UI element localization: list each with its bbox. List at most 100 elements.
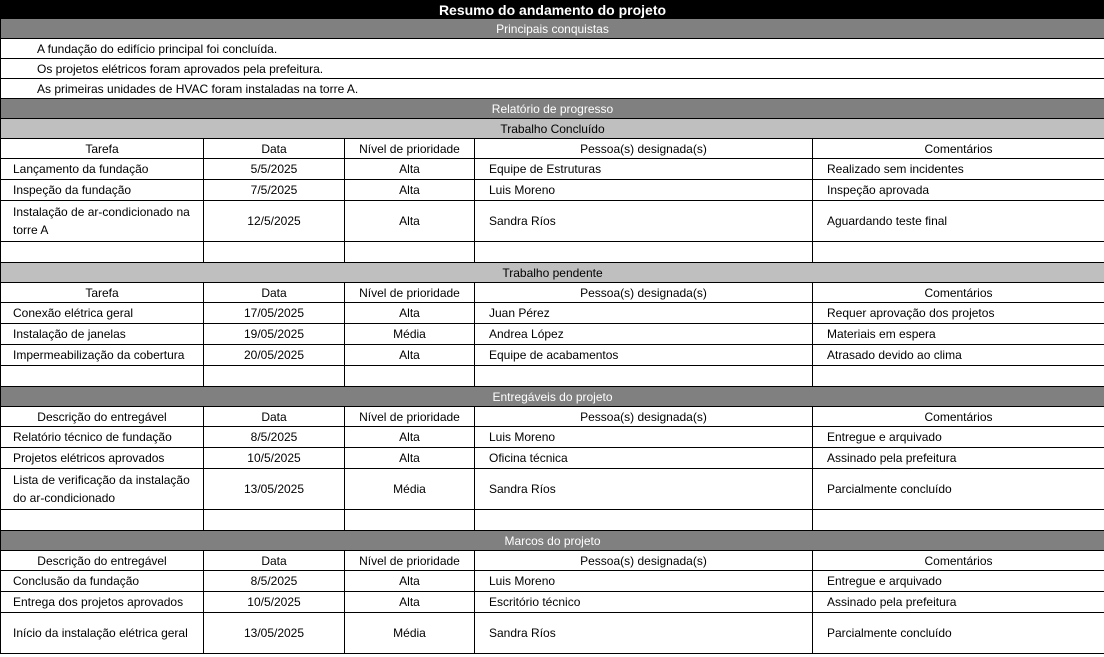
section-heading[interactable]: Entregáveis do projeto — [0, 386, 1104, 407]
cell-comments[interactable]: Assinado pela prefeitura — [812, 591, 1104, 613]
cell-priority[interactable] — [344, 241, 475, 263]
cell-date[interactable]: 10/5/2025 — [203, 591, 345, 613]
cell-date[interactable]: 8/5/2025 — [203, 570, 345, 592]
cell-task[interactable]: Conexão elétrica geral — [0, 302, 204, 324]
column-header-priority[interactable]: Nível de prioridade — [344, 406, 475, 427]
cell-date[interactable]: 10/5/2025 — [203, 447, 345, 469]
cell-assignee[interactable]: Oficina técnica — [474, 447, 813, 469]
cell-task[interactable] — [0, 241, 204, 263]
column-header-task[interactable]: Descrição do entregável — [0, 406, 204, 427]
progress-heading[interactable]: Relatório de progresso — [0, 98, 1104, 119]
cell-assignee[interactable]: Equipe de Estruturas — [474, 158, 813, 180]
cell-comments[interactable]: Parcialmente concluído — [812, 612, 1104, 654]
achievement-item[interactable]: A fundação do edifício principal foi con… — [0, 38, 1104, 59]
cell-comments[interactable]: Materiais em espera — [812, 323, 1104, 345]
cell-comments[interactable]: Parcialmente concluído — [812, 468, 1104, 510]
cell-priority[interactable] — [344, 365, 475, 387]
cell-assignee[interactable] — [474, 509, 813, 531]
cell-assignee[interactable]: Escritório técnico — [474, 591, 813, 613]
cell-assignee[interactable]: Sandra Ríos — [474, 468, 813, 510]
column-header-task[interactable]: Descrição do entregável — [0, 550, 204, 571]
cell-task[interactable]: Instalação de ar-condicionado na torre A — [0, 200, 204, 242]
cell-comments[interactable]: Aguardando teste final — [812, 200, 1104, 242]
cell-assignee[interactable]: Luis Moreno — [474, 570, 813, 592]
page-title[interactable]: Resumo do andamento do projeto — [0, 0, 1104, 19]
cell-priority[interactable]: Alta — [344, 570, 475, 592]
column-header-date[interactable]: Data — [203, 550, 345, 571]
cell-date[interactable]: 19/05/2025 — [203, 323, 345, 345]
cell-comments[interactable]: Requer aprovação dos projetos — [812, 302, 1104, 324]
cell-date[interactable]: 13/05/2025 — [203, 612, 345, 654]
cell-assignee[interactable] — [474, 365, 813, 387]
column-header-priority[interactable]: Nível de prioridade — [344, 138, 475, 159]
cell-task[interactable]: Lançamento da fundação — [0, 158, 204, 180]
cell-date[interactable]: 12/5/2025 — [203, 200, 345, 242]
cell-task[interactable] — [0, 365, 204, 387]
cell-comments[interactable] — [812, 365, 1104, 387]
achievement-item[interactable]: As primeiras unidades de HVAC foram inst… — [0, 78, 1104, 99]
cell-priority[interactable]: Alta — [344, 426, 475, 448]
cell-priority[interactable]: Alta — [344, 591, 475, 613]
column-header-priority[interactable]: Nível de prioridade — [344, 550, 475, 571]
column-header-assignee[interactable]: Pessoa(s) designada(s) — [474, 138, 813, 159]
section-heading[interactable]: Marcos do projeto — [0, 530, 1104, 551]
column-header-priority[interactable]: Nível de prioridade — [344, 282, 475, 303]
column-header-comments[interactable]: Comentários — [812, 406, 1104, 427]
column-header-task[interactable]: Tarefa — [0, 138, 204, 159]
cell-date[interactable] — [203, 509, 345, 531]
cell-priority[interactable]: Alta — [344, 179, 475, 201]
section-heading[interactable]: Trabalho Concluído — [0, 118, 1104, 139]
achievement-item[interactable]: Os projetos elétricos foram aprovados pe… — [0, 58, 1104, 79]
cell-comments[interactable] — [812, 241, 1104, 263]
cell-priority[interactable] — [344, 509, 475, 531]
cell-date[interactable]: 8/5/2025 — [203, 426, 345, 448]
cell-comments[interactable]: Atrasado devido ao clima — [812, 344, 1104, 366]
column-header-assignee[interactable]: Pessoa(s) designada(s) — [474, 282, 813, 303]
cell-comments[interactable]: Inspeção aprovada — [812, 179, 1104, 201]
cell-priority[interactable]: Média — [344, 323, 475, 345]
cell-task[interactable]: Impermeabilização da cobertura — [0, 344, 204, 366]
cell-priority[interactable]: Alta — [344, 447, 475, 469]
cell-priority[interactable]: Média — [344, 468, 475, 510]
cell-task[interactable]: Entrega dos projetos aprovados — [0, 591, 204, 613]
cell-priority[interactable]: Média — [344, 612, 475, 654]
cell-priority[interactable]: Alta — [344, 344, 475, 366]
cell-task[interactable]: Projetos elétricos aprovados — [0, 447, 204, 469]
cell-assignee[interactable]: Andrea López — [474, 323, 813, 345]
column-header-comments[interactable]: Comentários — [812, 550, 1104, 571]
cell-assignee[interactable]: Luis Moreno — [474, 426, 813, 448]
cell-date[interactable]: 7/5/2025 — [203, 179, 345, 201]
cell-assignee[interactable] — [474, 241, 813, 263]
cell-date[interactable]: 20/05/2025 — [203, 344, 345, 366]
cell-comments[interactable] — [812, 509, 1104, 531]
column-header-date[interactable]: Data — [203, 138, 345, 159]
cell-date[interactable] — [203, 241, 345, 263]
column-header-comments[interactable]: Comentários — [812, 138, 1104, 159]
cell-priority[interactable]: Alta — [344, 200, 475, 242]
cell-assignee[interactable]: Luis Moreno — [474, 179, 813, 201]
column-header-date[interactable]: Data — [203, 406, 345, 427]
column-header-date[interactable]: Data — [203, 282, 345, 303]
cell-assignee[interactable]: Sandra Ríos — [474, 200, 813, 242]
cell-task[interactable]: Conclusão da fundação — [0, 570, 204, 592]
cell-comments[interactable]: Assinado pela prefeitura — [812, 447, 1104, 469]
cell-comments[interactable]: Realizado sem incidentes — [812, 158, 1104, 180]
cell-task[interactable] — [0, 509, 204, 531]
cell-date[interactable]: 13/05/2025 — [203, 468, 345, 510]
cell-assignee[interactable]: Juan Pérez — [474, 302, 813, 324]
column-header-assignee[interactable]: Pessoa(s) designada(s) — [474, 406, 813, 427]
cell-task[interactable]: Início da instalação elétrica geral — [0, 612, 204, 654]
cell-task[interactable]: Inspeção da fundação — [0, 179, 204, 201]
column-header-comments[interactable]: Comentários — [812, 282, 1104, 303]
section-heading[interactable]: Trabalho pendente — [0, 262, 1104, 283]
cell-assignee[interactable]: Sandra Ríos — [474, 612, 813, 654]
cell-task[interactable]: Lista de verificação da instalação do ar… — [0, 468, 204, 510]
cell-comments[interactable]: Entregue e arquivado — [812, 570, 1104, 592]
column-header-assignee[interactable]: Pessoa(s) designada(s) — [474, 550, 813, 571]
cell-priority[interactable]: Alta — [344, 302, 475, 324]
column-header-task[interactable]: Tarefa — [0, 282, 204, 303]
cell-date[interactable] — [203, 365, 345, 387]
cell-task[interactable]: Relatório técnico de fundação — [0, 426, 204, 448]
cell-task[interactable]: Instalação de janelas — [0, 323, 204, 345]
cell-assignee[interactable]: Equipe de acabamentos — [474, 344, 813, 366]
